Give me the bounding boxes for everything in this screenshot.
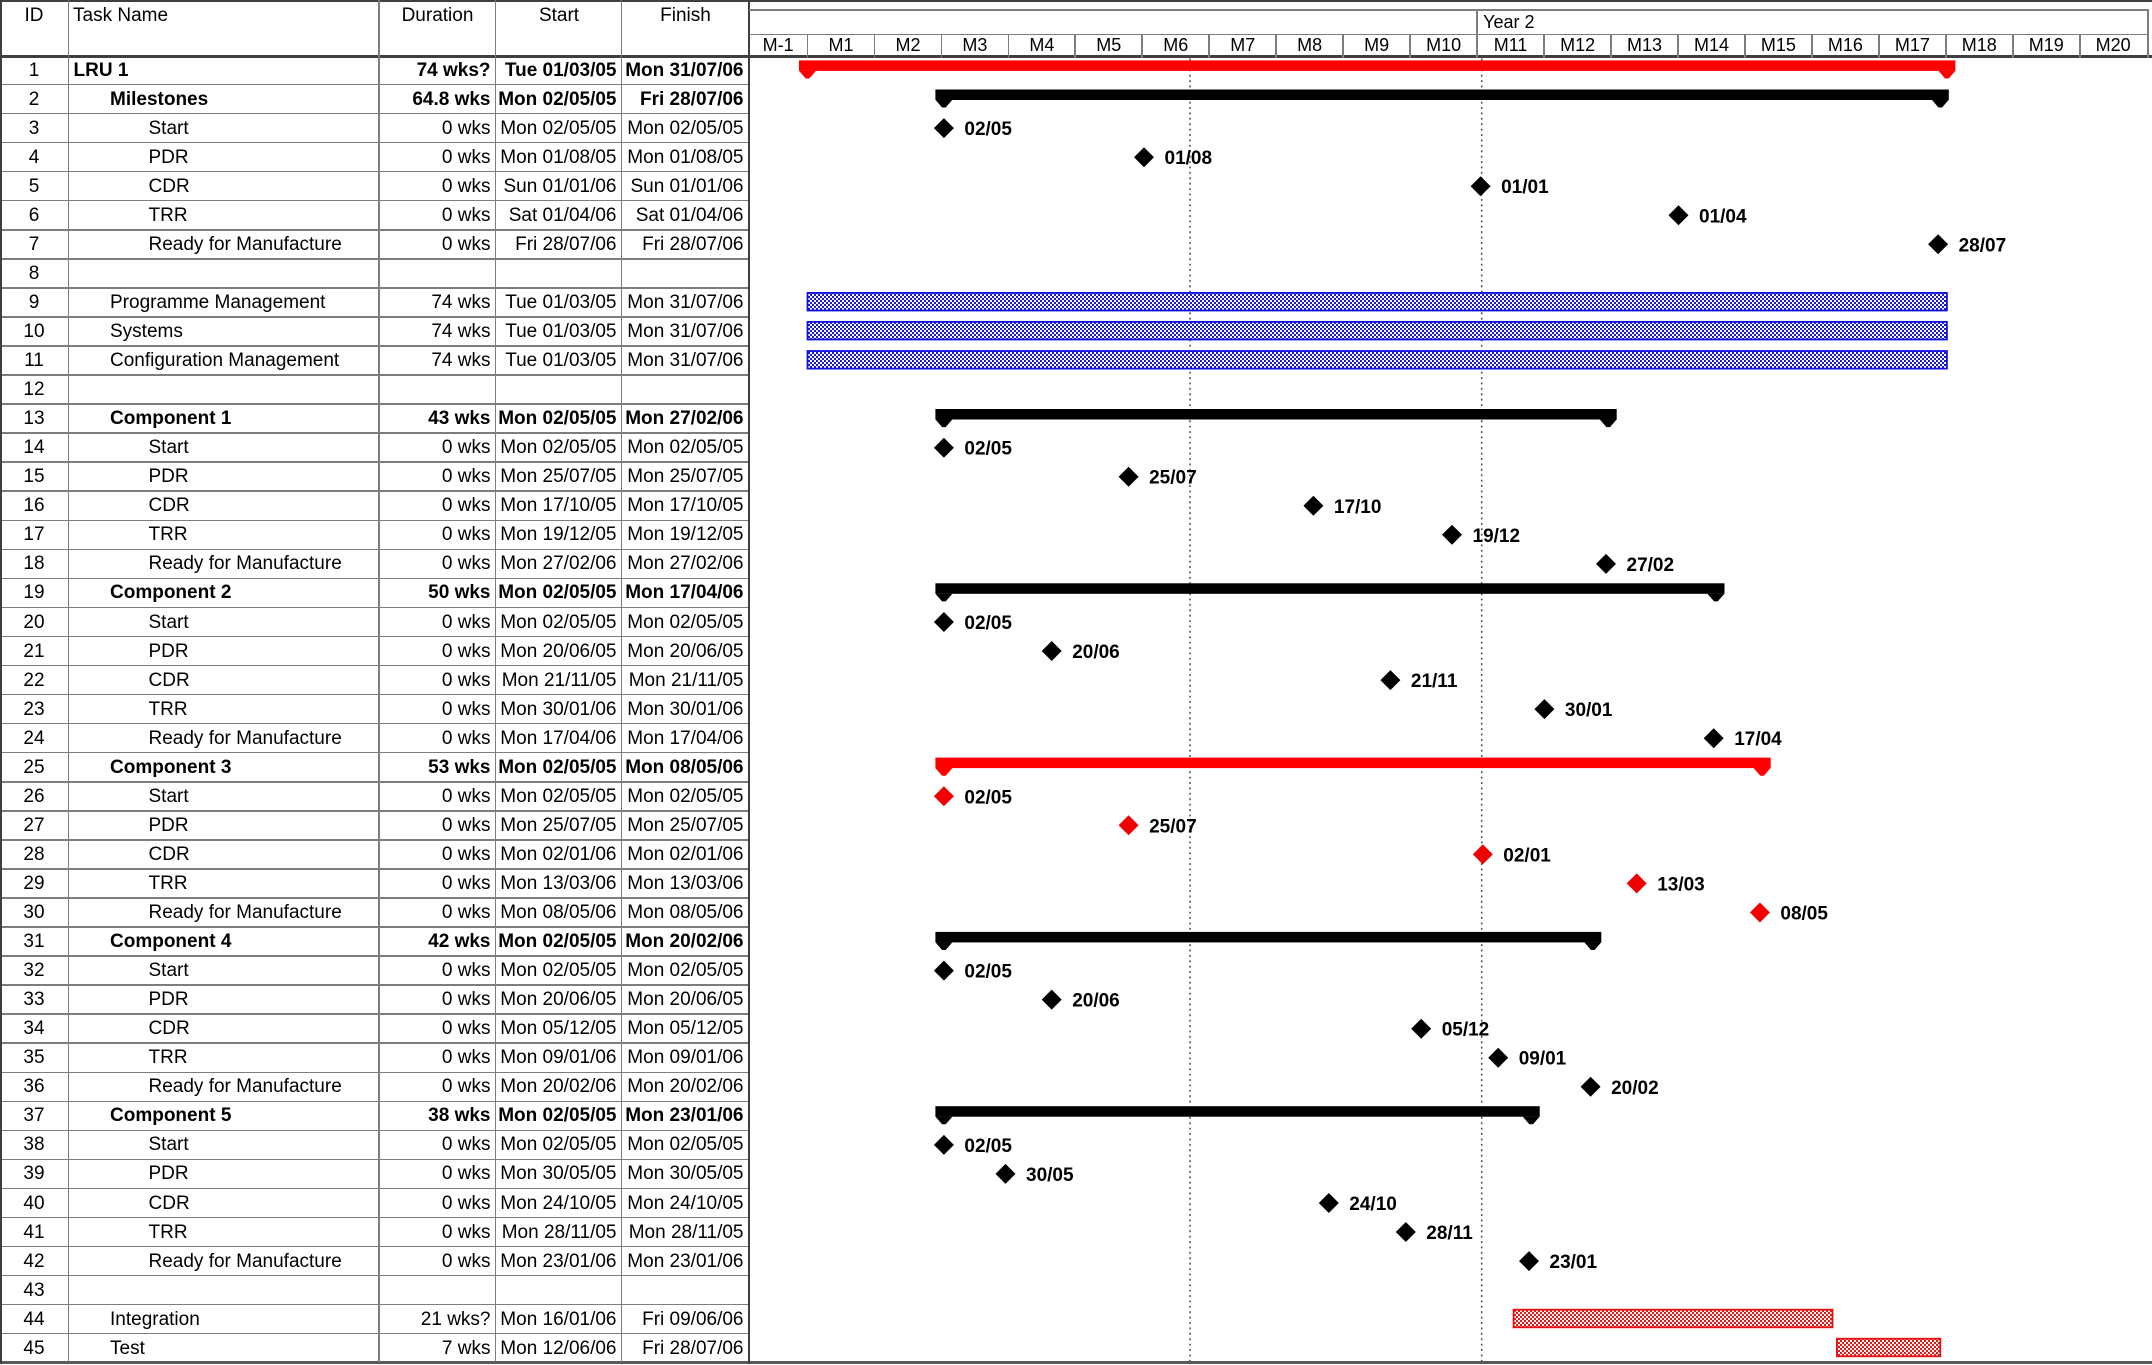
- svg-text:21/11: 21/11: [1411, 671, 1458, 692]
- svg-text:02/01: 02/01: [1503, 845, 1551, 866]
- svg-text:05/12: 05/12: [1442, 1020, 1490, 1041]
- svg-text:28/11: 28/11: [1426, 1223, 1473, 1244]
- svg-text:30/05: 30/05: [1026, 1165, 1074, 1186]
- svg-text:20/06: 20/06: [1072, 642, 1120, 663]
- svg-text:01/04: 01/04: [1699, 206, 1747, 227]
- svg-text:08/05: 08/05: [1780, 904, 1828, 925]
- svg-text:17/10: 17/10: [1334, 497, 1382, 518]
- svg-text:02/05: 02/05: [964, 613, 1012, 634]
- svg-text:30/01: 30/01: [1565, 700, 1613, 721]
- svg-text:19/12: 19/12: [1473, 526, 1521, 547]
- svg-text:27/02: 27/02: [1627, 555, 1675, 576]
- svg-text:02/05: 02/05: [964, 119, 1012, 140]
- svg-text:02/05: 02/05: [964, 962, 1012, 983]
- svg-text:02/05: 02/05: [964, 787, 1012, 808]
- svg-text:25/07: 25/07: [1149, 816, 1197, 837]
- svg-text:24/10: 24/10: [1349, 1194, 1397, 1215]
- svg-text:20/02: 20/02: [1611, 1078, 1659, 1099]
- svg-text:13/03: 13/03: [1657, 874, 1705, 895]
- svg-text:02/05: 02/05: [964, 1136, 1012, 1157]
- svg-text:28/07: 28/07: [1959, 235, 2007, 256]
- svg-text:02/05: 02/05: [964, 439, 1012, 460]
- svg-text:23/01: 23/01: [1550, 1252, 1598, 1273]
- svg-text:20/06: 20/06: [1072, 991, 1120, 1012]
- svg-text:01/01: 01/01: [1501, 177, 1549, 198]
- svg-text:17/04: 17/04: [1734, 729, 1782, 750]
- svg-text:01/08: 01/08: [1165, 148, 1213, 169]
- svg-text:25/07: 25/07: [1149, 468, 1197, 489]
- svg-text:09/01: 09/01: [1519, 1049, 1567, 1070]
